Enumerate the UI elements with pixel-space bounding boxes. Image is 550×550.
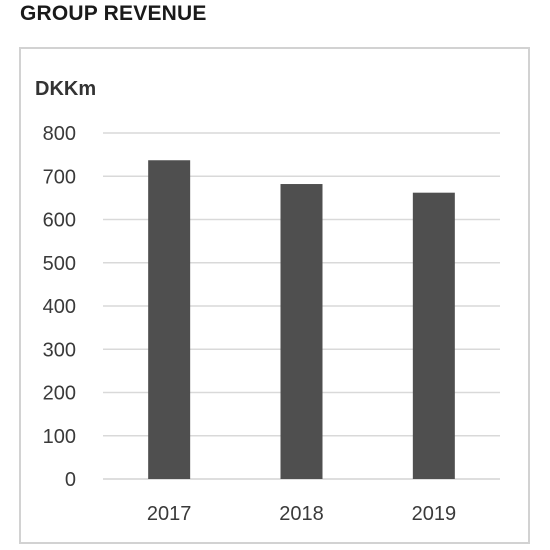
y-tick-label: 200 (43, 383, 76, 405)
bar-2018 (280, 184, 323, 479)
y-tick-label: 700 (43, 166, 76, 188)
y-tick-label: 300 (43, 339, 76, 361)
y-tick-label: 0 (65, 469, 76, 491)
y-axis-unit-label: DKKm (35, 78, 96, 100)
x-tick-label: 2019 (412, 503, 457, 525)
bar-2017 (148, 160, 191, 479)
y-tick-label: 500 (43, 253, 76, 275)
chart-title: GROUP REVENUE (20, 2, 207, 25)
bars (148, 160, 455, 479)
y-tick-label: 600 (43, 210, 76, 232)
y-tick-label: 400 (43, 296, 76, 318)
bar-2019 (412, 192, 455, 479)
x-tick-label: 2017 (147, 503, 192, 525)
x-tick-label: 2018 (279, 503, 324, 525)
y-tick-label: 100 (43, 426, 76, 448)
x-tick-labels: 2017 2018 2019 (147, 503, 456, 525)
y-tick-label: 800 (43, 123, 76, 145)
y-tick-labels: 0 100 200 300 400 500 600 700 800 (43, 123, 76, 491)
